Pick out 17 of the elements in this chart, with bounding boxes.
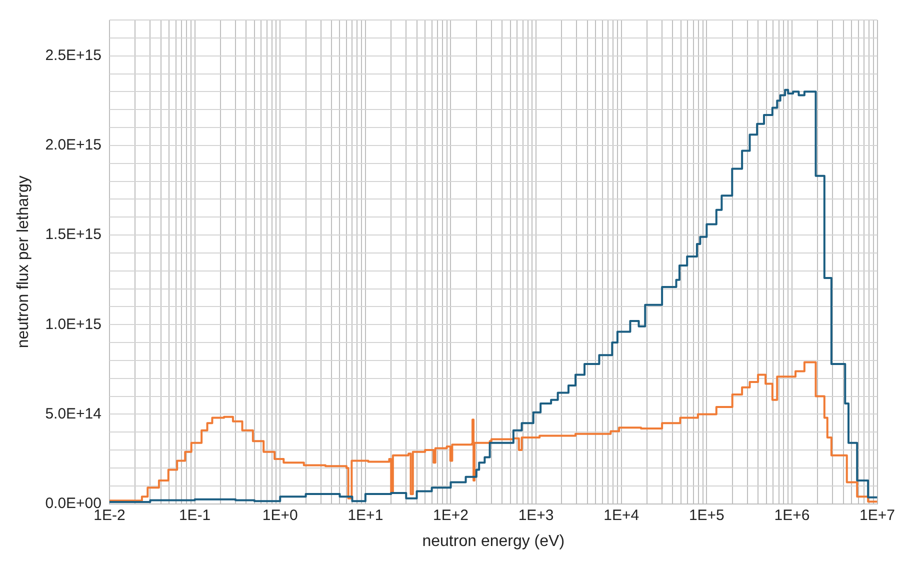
- x-tick-label: 1E+0: [262, 506, 298, 524]
- y-tick-label: 5.0E+14: [45, 405, 102, 422]
- y-tick-label: 2.0E+15: [45, 136, 102, 154]
- x-tick-label: 1E+2: [433, 506, 468, 524]
- y-axis-title: neutron flux per lethargy: [15, 176, 32, 348]
- y-tick-label: 2.5E+15: [45, 46, 102, 64]
- x-tick-label: 1E+1: [348, 506, 384, 524]
- y-tick-label: 1.5E+15: [45, 226, 102, 244]
- x-tick-label: 1E-1: [178, 506, 211, 524]
- x-tick-label: 1E+4: [604, 506, 640, 524]
- x-tick-label: 1E-2: [94, 506, 126, 524]
- x-tick-label: 1E+3: [518, 506, 554, 524]
- x-tick-label: 1E+6: [774, 506, 810, 524]
- y-tick-label: 1.0E+15: [45, 316, 102, 333]
- x-tick-label: 1E+7: [860, 506, 895, 524]
- x-tick-label: 1E+5: [688, 506, 724, 524]
- x-axis-title: neutron energy (eV): [422, 532, 565, 550]
